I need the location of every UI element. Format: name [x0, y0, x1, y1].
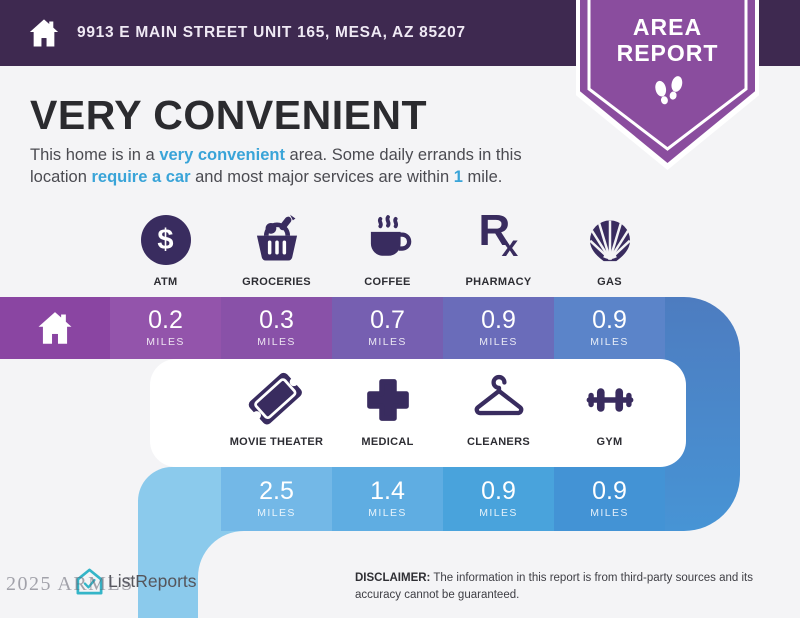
- distance-unit: MILES: [479, 336, 518, 348]
- icon-label: GAS: [597, 276, 622, 288]
- distance-unit: MILES: [590, 507, 629, 519]
- badge-line1: AREA: [632, 14, 703, 40]
- ribbon-home-segment: [0, 297, 110, 359]
- rx-x-glyph: x: [501, 230, 519, 263]
- distance-cell: 0.9 MILES: [443, 297, 554, 359]
- distance-value: 0.7: [370, 306, 405, 334]
- home-icon: [29, 19, 59, 47]
- page-title: VERY CONVENIENT: [30, 92, 428, 138]
- distance-value: 0.3: [259, 306, 294, 334]
- description: This home is in a very convenient area. …: [30, 145, 562, 189]
- column-movie-theater: MOVIE THEATER: [221, 372, 332, 448]
- desc-text: and most major services are within: [190, 167, 454, 186]
- rx-r-glyph: R: [478, 206, 511, 255]
- icon-label: CLEANERS: [467, 436, 530, 448]
- desc-text: mile.: [462, 167, 503, 186]
- coffee-cup-icon: [370, 215, 411, 256]
- home-icon-door: [52, 333, 58, 344]
- cleaners-hanger-icon: [474, 374, 523, 416]
- icon-label: MEDICAL: [361, 436, 414, 448]
- pharmacy-rx-icon: R x: [472, 209, 526, 267]
- distance-cell: 1.4 MILES: [332, 467, 443, 531]
- home-icon-door: [41, 38, 47, 47]
- icon-label: COFFEE: [364, 276, 411, 288]
- distance-unit: MILES: [368, 336, 407, 348]
- atm-dollar-icon: $: [140, 215, 191, 265]
- distance-unit: MILES: [368, 507, 407, 519]
- distance-unit: MILES: [479, 507, 518, 519]
- gym-dumbbell-icon: [586, 388, 633, 412]
- distance-value: 0.2: [148, 306, 183, 334]
- distance-unit: MILES: [257, 507, 296, 519]
- distance-cell: 0.7 MILES: [332, 297, 443, 359]
- medical-cross-icon: [366, 379, 409, 421]
- listreports-logo: ListReports: [74, 566, 197, 597]
- distance-value: 2.5: [259, 477, 294, 505]
- badge-inner-outline: [587, 0, 748, 151]
- icon-label: PHARMACY: [465, 276, 532, 288]
- home-icon: [38, 312, 72, 344]
- listreports-house-icon: [76, 568, 103, 595]
- desc-text: area. Some daily errands in this locatio…: [30, 146, 522, 186]
- column-atm: $ ATM: [110, 212, 221, 288]
- distance-value: 0.9: [481, 306, 516, 334]
- icon-label: ATM: [153, 276, 178, 288]
- icon-label: MOVIE THEATER: [229, 436, 324, 448]
- dollar-glyph: $: [157, 223, 174, 256]
- movie-ticket-icon: [248, 372, 302, 424]
- area-report-badge: AREA REPORT: [580, 0, 755, 163]
- distance-cell: 0.9 MILES: [443, 467, 554, 531]
- distance-value: 0.9: [481, 477, 516, 505]
- desc-highlight-convenient: very convenient: [159, 146, 285, 164]
- badge-title: AREA REPORT: [616, 14, 719, 67]
- distance-cell: 0.3 MILES: [221, 297, 332, 359]
- distance-cell: 0.9 MILES: [554, 297, 665, 359]
- disclaimer-text: The information in this report is from t…: [355, 572, 753, 601]
- icon-label: GYM: [596, 436, 623, 448]
- column-medical: MEDICAL: [332, 372, 443, 448]
- column-gym: GYM: [554, 372, 665, 448]
- distance-unit: MILES: [590, 336, 629, 348]
- desc-highlight-car: require a car: [91, 167, 191, 186]
- row2-card: [150, 359, 686, 467]
- column-pharmacy: R x PHARMACY: [443, 209, 554, 289]
- distance-value: 0.9: [592, 306, 627, 334]
- desc-text: This home is in a: [30, 146, 160, 164]
- property-address: 9913 E MAIN STREET UNIT 165, MESA, AZ 85…: [77, 24, 466, 41]
- column-gas: GAS: [554, 212, 665, 288]
- footprints-icon: [654, 75, 682, 104]
- column-cleaners: CLEANERS: [443, 372, 554, 448]
- column-groceries: GROCERIES: [221, 212, 332, 288]
- distance-value: 1.4: [370, 477, 405, 505]
- gas-shell-icon: [588, 220, 631, 262]
- ribbon-bottom-strip: [138, 500, 198, 618]
- distance-value: 0.9: [592, 477, 627, 505]
- watermark: 2025 ARMLS: [6, 573, 134, 595]
- column-coffee: COFFEE: [332, 212, 443, 288]
- badge-line2: REPORT: [616, 39, 719, 66]
- brand-text: ListReports: [108, 571, 197, 591]
- disclaimer: DISCLAIMER: The information in this repo…: [355, 570, 797, 603]
- distance-unit: MILES: [146, 336, 185, 348]
- distance-cell: 0.2 MILES: [110, 297, 221, 359]
- icon-label: GROCERIES: [242, 276, 311, 288]
- desc-highlight-mile: 1: [453, 167, 463, 186]
- groceries-basket-icon: [256, 214, 297, 261]
- disclaimer-label: DISCLAIMER:: [355, 572, 431, 584]
- distance-unit: MILES: [257, 336, 296, 348]
- distance-cell: 0.9 MILES: [554, 467, 665, 531]
- distance-cell: 2.5 MILES: [221, 467, 332, 531]
